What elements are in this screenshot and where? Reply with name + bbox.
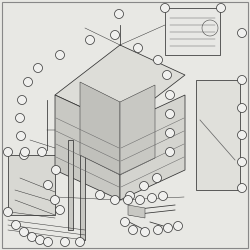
Circle shape [110, 30, 120, 40]
Circle shape [24, 78, 32, 86]
Circle shape [162, 70, 172, 80]
Polygon shape [55, 95, 120, 200]
Circle shape [216, 4, 226, 13]
Circle shape [238, 104, 246, 112]
Circle shape [238, 76, 246, 84]
Circle shape [4, 148, 13, 156]
Circle shape [38, 148, 46, 156]
Circle shape [154, 226, 162, 234]
Circle shape [140, 228, 149, 236]
Circle shape [136, 196, 144, 204]
Circle shape [20, 148, 30, 156]
Circle shape [12, 220, 20, 230]
Circle shape [128, 226, 138, 234]
Circle shape [166, 90, 174, 100]
Circle shape [96, 190, 104, 200]
Circle shape [4, 208, 13, 216]
Polygon shape [120, 85, 155, 175]
Circle shape [60, 238, 70, 246]
Circle shape [238, 130, 246, 140]
Polygon shape [68, 140, 73, 230]
Circle shape [166, 110, 174, 118]
Circle shape [166, 128, 174, 138]
Circle shape [44, 180, 52, 190]
Circle shape [140, 182, 148, 190]
Polygon shape [80, 140, 85, 240]
Polygon shape [196, 80, 240, 190]
Circle shape [120, 218, 130, 226]
Circle shape [134, 44, 142, 52]
Circle shape [36, 236, 44, 244]
Circle shape [50, 196, 59, 204]
Circle shape [148, 194, 156, 202]
Circle shape [238, 184, 246, 192]
Polygon shape [128, 205, 145, 218]
Circle shape [34, 64, 42, 72]
Circle shape [238, 158, 246, 166]
Circle shape [16, 114, 24, 122]
Polygon shape [8, 155, 55, 215]
Circle shape [110, 196, 120, 204]
Circle shape [114, 10, 124, 18]
Circle shape [154, 56, 162, 64]
Circle shape [158, 192, 168, 200]
Circle shape [44, 238, 52, 246]
Circle shape [20, 150, 28, 160]
Circle shape [76, 238, 84, 246]
Circle shape [52, 166, 60, 174]
Circle shape [86, 36, 94, 44]
Circle shape [56, 50, 64, 59]
Circle shape [28, 232, 36, 241]
Polygon shape [165, 8, 220, 55]
Circle shape [56, 206, 64, 214]
Circle shape [174, 222, 182, 230]
Circle shape [126, 192, 134, 200]
Polygon shape [120, 95, 185, 200]
Circle shape [166, 148, 174, 156]
Circle shape [16, 132, 26, 140]
Circle shape [164, 224, 172, 232]
Circle shape [238, 28, 246, 38]
Circle shape [152, 174, 162, 182]
Polygon shape [80, 82, 120, 175]
Circle shape [160, 4, 170, 13]
Circle shape [18, 96, 26, 104]
Circle shape [20, 228, 28, 236]
Circle shape [124, 196, 132, 204]
Polygon shape [55, 45, 185, 125]
